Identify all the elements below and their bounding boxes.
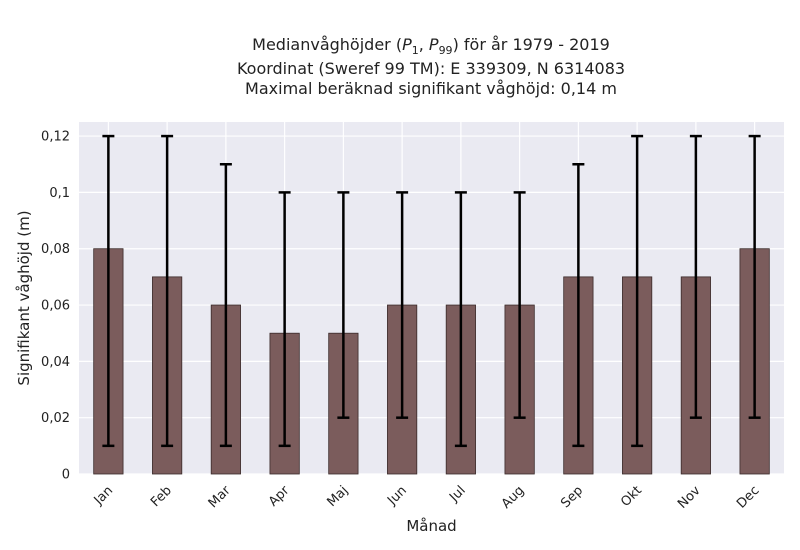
x-tick-label: Nov xyxy=(675,483,704,512)
error-bar-aug xyxy=(513,191,526,419)
x-tick-label: Apr xyxy=(266,483,293,510)
x-tick-label: Jan xyxy=(91,483,116,508)
error-bar-mar xyxy=(219,162,232,448)
chart-title-line-1: Medianvåghöjder (P1, P99) för år 1979 - … xyxy=(252,35,610,58)
error-bar-jun xyxy=(396,191,409,419)
error-bar-nov xyxy=(689,134,702,419)
x-tick-label: Sep xyxy=(558,483,586,511)
y-axis-label: Signifikant våghöjd (m) xyxy=(15,210,33,385)
error-bar-sep xyxy=(572,162,585,448)
error-bar-okt xyxy=(631,134,644,448)
y-tick-labels: 0 0,02 0,04 0,06 0,08 0,1 0,12 xyxy=(41,130,70,483)
y-tick-label: 0,02 xyxy=(41,411,70,426)
y-tick-label: 0,04 xyxy=(41,355,70,370)
x-axis-label: Månad xyxy=(406,517,456,535)
x-tick-labels: Jan Feb Mar Apr Maj Jun Jul Aug Sep Okt Nov Dec xyxy=(91,483,763,512)
y-tick-label: 0,08 xyxy=(41,242,70,257)
error-bar-maj xyxy=(337,191,350,419)
x-tick-label: Jul xyxy=(446,483,468,505)
y-tick-label: 0,1 xyxy=(49,186,70,201)
chart-title-line-3: Maximal beräknad signifikant våghöjd: 0,… xyxy=(245,79,617,98)
error-bar-dec xyxy=(748,134,761,419)
error-bar-feb xyxy=(161,134,174,448)
x-tick-label: Maj xyxy=(324,483,351,510)
error-bar-jan xyxy=(102,134,115,448)
x-tick-label: Jun xyxy=(384,483,410,509)
error-bar-jul xyxy=(454,191,467,448)
x-tick-label: Aug xyxy=(499,483,528,512)
y-tick-label: 0,12 xyxy=(41,130,70,145)
chart-title-line-2: Koordinat (Sweref 99 TM): E 339309, N 63… xyxy=(236,59,626,78)
y-tick-label: 0,06 xyxy=(41,299,70,314)
x-tick-label: Mar xyxy=(206,483,234,511)
x-tick-label: Okt xyxy=(618,483,645,510)
x-tick-label: Feb xyxy=(148,483,175,510)
x-tick-label: Dec xyxy=(734,483,762,511)
y-tick-label: 0 xyxy=(62,468,70,483)
error-bar-apr xyxy=(278,191,291,448)
plot-area xyxy=(79,122,784,474)
error-bars xyxy=(102,134,761,448)
